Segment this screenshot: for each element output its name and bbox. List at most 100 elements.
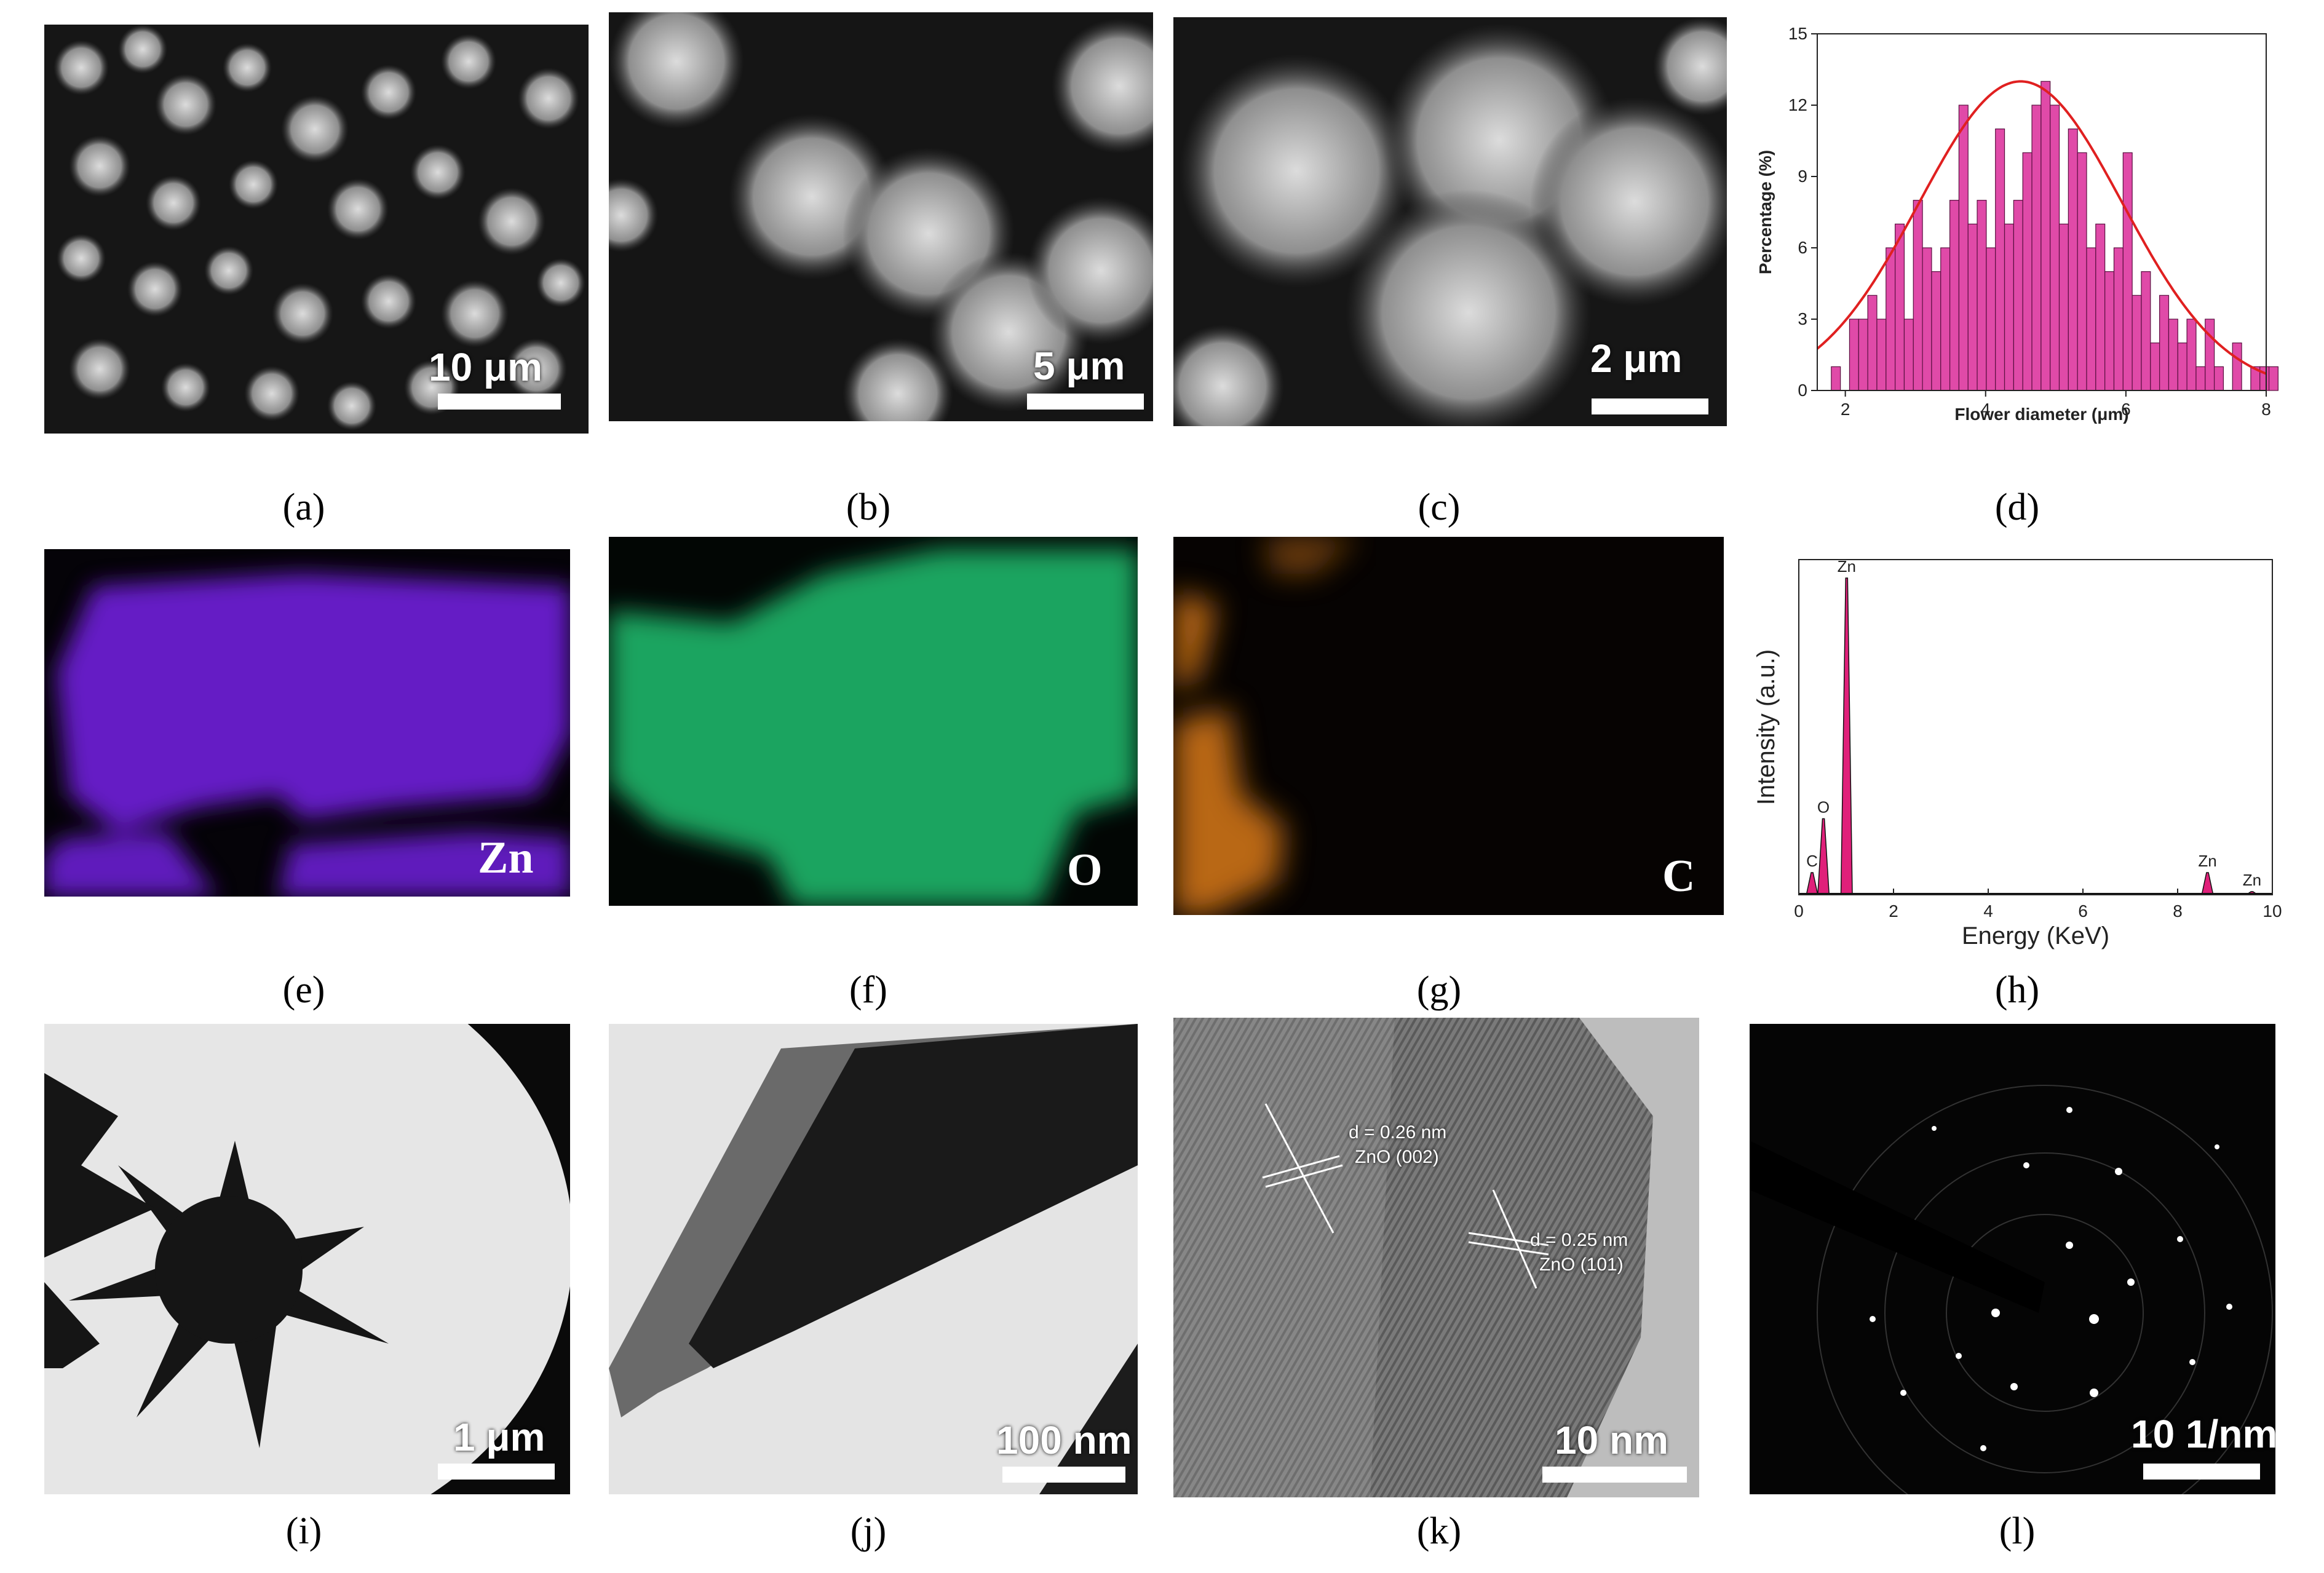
- sem-flowers-graphic: [1173, 17, 1727, 426]
- histogram-bar: [2077, 152, 2087, 391]
- caption-a: (a): [282, 486, 325, 528]
- tem-rod-graphic: [609, 1024, 1138, 1494]
- histogram-bar: [2031, 105, 2042, 391]
- histogram-bar: [2068, 129, 2078, 391]
- scale-bar-label: 10 1/nm: [2131, 1412, 2275, 1456]
- x-axis-label: Flower diameter (μm): [1954, 405, 2128, 424]
- y-tick-label: 12: [1788, 95, 1807, 114]
- caption-f: (f): [849, 969, 887, 1011]
- histogram-bar: [2150, 343, 2160, 391]
- x-tick-label: 8: [2173, 901, 2183, 921]
- scale-bar: [1542, 1467, 1687, 1483]
- x-tick-label: 0: [1794, 901, 1804, 921]
- histogram-bar: [1922, 247, 1932, 391]
- eds-spectrum-chart: C O Zn Zn Zn 0 2 4 6 8 10 Energy (KeV) Intensity (a.…: [1747, 547, 2288, 972]
- histogram-bar: [2022, 152, 2033, 391]
- histogram-bar: [1895, 223, 1905, 391]
- y-axis-label: Intensity (a.u.): [1753, 649, 1780, 805]
- hrtem-image-k: d = 0.26 nm ZnO (002) d = 0.25 nm ZnO (1…: [1173, 1018, 1699, 1497]
- sem-image-a: 10 μm: [44, 25, 589, 434]
- x-tick-label: 6: [2078, 901, 2088, 921]
- eds-map-graphic: [1173, 537, 1724, 915]
- histogram-bar: [1876, 319, 1887, 391]
- histogram-bar: [1867, 295, 1878, 391]
- eds-map-c: C: [1173, 537, 1724, 915]
- caption-k: (k): [1416, 1510, 1462, 1552]
- x-tick-label: 8: [2261, 400, 2271, 419]
- caption-c: (c): [1418, 486, 1461, 528]
- element-label-o: O: [1067, 845, 1103, 895]
- eds-map-graphic: [609, 537, 1138, 906]
- histogram-bar: [2186, 319, 2197, 391]
- histogram-bar: [1831, 366, 1841, 391]
- plot-frame: [1817, 33, 2267, 391]
- histogram-bar: [2058, 223, 2069, 391]
- histogram-bar: [2095, 223, 2106, 391]
- tem-flower-graphic: [44, 1024, 570, 1494]
- scale-bar: [1002, 1467, 1125, 1483]
- o-distribution: [609, 549, 1138, 906]
- y-tick-label: 0: [1798, 381, 1807, 400]
- x-tick-label: 2: [1889, 901, 1898, 921]
- histogram-bar: [2122, 152, 2133, 391]
- c-distribution: [1173, 537, 1358, 915]
- eds-map-graphic: [44, 549, 570, 897]
- tem-image-j: 100 nm: [609, 1024, 1138, 1494]
- spectrum-peak: [1817, 818, 1830, 895]
- histogram-bar: [1958, 105, 1969, 391]
- lattice-markers: [1262, 1103, 1549, 1289]
- sem-flowers-graphic: [609, 12, 1153, 421]
- lattice-plane-1: ZnO (002): [1355, 1147, 1439, 1167]
- histogram-bar: [2232, 343, 2242, 391]
- histogram-bar: [1913, 200, 1923, 391]
- histogram-bar: [2268, 366, 2278, 391]
- tem-image-i: 1 μm: [44, 1024, 570, 1494]
- peak-label: O: [1817, 798, 1830, 816]
- y-tick-label: 6: [1798, 238, 1807, 257]
- x-tick-label: 6: [2121, 400, 2131, 419]
- scale-bar-label: 10 nm: [1555, 1418, 1668, 1462]
- peak-label: Zn: [2198, 852, 2216, 870]
- lattice-spacing-1: d = 0.26 nm: [1349, 1122, 1447, 1143]
- histogram-bar: [1931, 271, 1941, 391]
- histogram-bar: [1967, 223, 1978, 391]
- scale-bar-label: 10 μm: [429, 345, 543, 389]
- histogram-bar: [1858, 319, 1868, 391]
- histogram-bar: [1986, 247, 1996, 391]
- caption-d: (d): [1994, 486, 2040, 528]
- y-tick-label: 3: [1798, 309, 1807, 328]
- eds-map-o: O: [609, 537, 1138, 906]
- histogram-bar: [1949, 200, 1960, 391]
- x-tick-label: 4: [1983, 901, 1993, 921]
- plot-frame: [1798, 559, 2273, 895]
- spectrum-peak: [1840, 577, 1853, 895]
- histogram-bar: [2086, 247, 2096, 391]
- scale-bar: [1027, 394, 1144, 410]
- element-label-c: C: [1662, 851, 1695, 901]
- histogram-bar: [2004, 223, 2014, 391]
- scale-bar: [1592, 398, 1708, 414]
- scale-bar: [2143, 1464, 2260, 1480]
- x-tick-label: 4: [1981, 400, 1991, 419]
- caption-h: (h): [1994, 969, 2040, 1011]
- scale-bar-label: 2 μm: [1590, 336, 1683, 381]
- histogram-bar: [2205, 319, 2215, 391]
- y-tick-label: 15: [1788, 24, 1807, 43]
- zn-distribution: [44, 574, 570, 897]
- caption-e: (e): [282, 969, 325, 1011]
- scale-bar-label: 100 nm: [996, 1418, 1132, 1462]
- eds-map-zn: Zn: [44, 549, 570, 897]
- histogram-bar: [2177, 343, 2187, 391]
- histogram-bar: [1940, 247, 1951, 391]
- peak-label: Zn: [2243, 871, 2261, 889]
- scale-bar: [438, 1464, 555, 1480]
- sem-flowers-graphic: [44, 25, 589, 434]
- lattice-spacing-2: d = 0.25 nm: [1530, 1230, 1628, 1250]
- beam-stopper: [1750, 1141, 2045, 1313]
- histogram-bar: [2141, 271, 2151, 391]
- gaussian-fit-line: [1816, 80, 2267, 375]
- scale-bar-label: 1 μm: [453, 1415, 545, 1459]
- hrtem-lattice-graphic: [1173, 1018, 1699, 1497]
- histogram-bar: [2159, 295, 2170, 391]
- histogram-bar: [1886, 247, 1896, 391]
